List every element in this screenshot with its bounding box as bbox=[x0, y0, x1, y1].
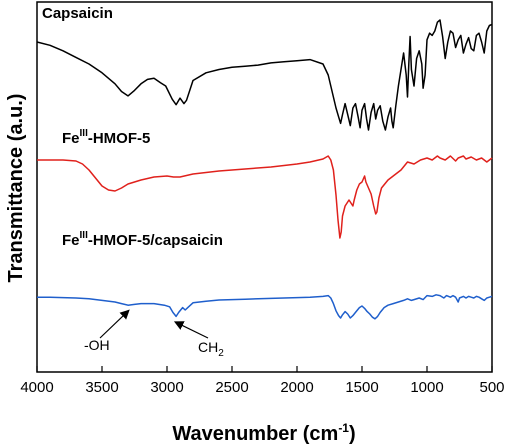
series-label-2: FeIII-HMOF-5/capsaicin bbox=[62, 230, 223, 249]
series-labels: Capsaicin FeIII-HMOF-5 FeIII-HMOF-5/capsai… bbox=[42, 5, 223, 249]
plot-frame bbox=[36, 1, 493, 373]
series-line-0 bbox=[36, 19, 493, 131]
x-axis-ticks: 4000 3500 3000 2500 2000 1500 1000 500 bbox=[20, 366, 505, 396]
x-tick-label-3000: 3000 bbox=[150, 379, 183, 396]
x-tick-label-2000: 2000 bbox=[280, 379, 313, 396]
series-label-1: FeIII-HMOF-5 bbox=[62, 128, 150, 147]
y-axis-title: Transmittance (a.u.) bbox=[5, 94, 27, 283]
x-tick-label-1500: 1500 bbox=[345, 379, 378, 396]
x-tick-label-4000: 4000 bbox=[20, 379, 53, 396]
annotation-label-1: CH2 bbox=[198, 339, 224, 359]
x-tick-label-2500: 2500 bbox=[215, 379, 248, 396]
series-group bbox=[36, 19, 493, 320]
x-tick-label-500: 500 bbox=[479, 379, 504, 396]
x-tick-label-1000: 1000 bbox=[410, 379, 443, 396]
series-line-1 bbox=[37, 155, 493, 239]
x-axis-title-main: Wavenumber (cm bbox=[172, 423, 338, 445]
annotations: -OH CH2 bbox=[84, 309, 224, 359]
x-tick-label-3500: 3500 bbox=[85, 379, 118, 396]
x-axis-title: Wavenumber (cm-1) bbox=[172, 421, 355, 445]
annotation-label-0: -OH bbox=[84, 337, 110, 353]
series-label-0: Capsaicin bbox=[42, 5, 113, 22]
annotation-arrow-1 bbox=[173, 321, 209, 339]
x-axis-title-sup: -1 bbox=[338, 421, 349, 435]
annotation-arrow-0 bbox=[99, 309, 130, 339]
x-axis-title-close: ) bbox=[349, 423, 356, 445]
series-line-2 bbox=[37, 294, 493, 320]
